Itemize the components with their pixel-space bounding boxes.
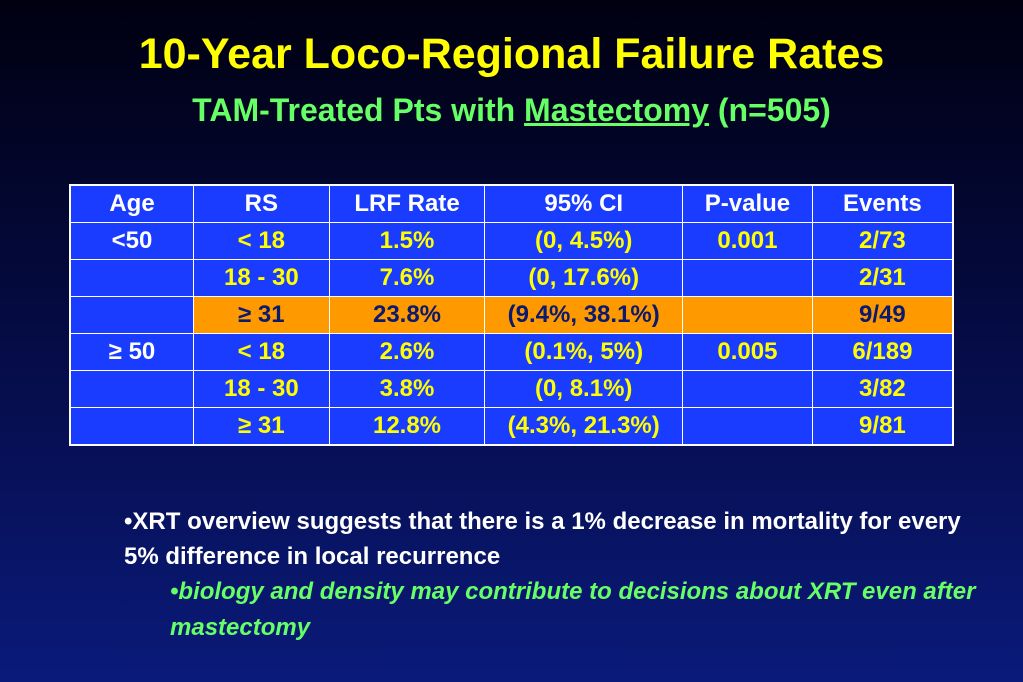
cell-age: <50 [69, 222, 195, 260]
cell-rs: 18 - 30 [193, 370, 330, 408]
subtitle-underlined: Mastectomy [524, 92, 709, 128]
cell-rs: ≥ 31 [193, 296, 330, 334]
slide-title: 10-Year Loco-Regional Failure Rates [138, 30, 885, 78]
header-rs: RS [193, 184, 330, 223]
cell-rs: 18 - 30 [193, 259, 330, 297]
cell-p [682, 259, 813, 297]
cell-age [69, 296, 195, 334]
cell-rs: ≥ 31 [193, 407, 330, 446]
cell-ci: (0, 4.5%) [484, 222, 684, 260]
cell-events: 9/81 [811, 407, 954, 446]
cell-p: 0.005 [682, 333, 813, 371]
cell-events: 2/31 [811, 259, 954, 297]
cell-lrf: 1.5% [328, 222, 486, 260]
header-events: Events [811, 184, 954, 223]
cell-age: ≥ 50 [69, 333, 195, 371]
table-row: 18 - 30 3.8% (0, 8.1%) 3/82 [69, 370, 954, 408]
table-header-row: Age RS LRF Rate 95% CI P-value Events [69, 184, 954, 223]
bullet-list: •XRT overview suggests that there is a 1… [124, 504, 994, 646]
cell-events: 6/189 [811, 333, 954, 371]
cell-age [69, 259, 195, 297]
cell-rs: < 18 [193, 333, 330, 371]
cell-ci: (0, 8.1%) [484, 370, 684, 408]
cell-p: 0.001 [682, 222, 813, 260]
subtitle-prefix: TAM-Treated Pts with [192, 92, 525, 128]
table-row: ≥ 50 < 18 2.6% (0.1%, 5%) 0.005 6/189 [69, 333, 954, 371]
cell-lrf: 3.8% [328, 370, 486, 408]
header-p-value: P-value [682, 184, 813, 223]
header-lrf-rate: LRF Rate [328, 184, 486, 223]
cell-age [69, 370, 195, 408]
bullet-main: •XRT overview suggests that there is a 1… [124, 508, 961, 570]
lrf-table: Age RS LRF Rate 95% CI P-value Events <5… [69, 184, 954, 446]
cell-p [682, 370, 813, 408]
cell-lrf: 7.6% [328, 259, 486, 297]
cell-events: 9/49 [811, 296, 954, 334]
table-row: ≥ 31 12.8% (4.3%, 21.3%) 9/81 [69, 407, 954, 446]
bullet-sub: •biology and density may contribute to d… [170, 578, 976, 641]
header-ci: 95% CI [484, 184, 684, 223]
header-age: Age [69, 184, 195, 223]
cell-ci: (9.4%, 38.1%) [484, 296, 684, 334]
cell-lrf: 2.6% [328, 333, 486, 371]
table-row-highlighted: ≥ 31 23.8% (9.4%, 38.1%) 9/49 [69, 296, 954, 334]
table-row: 18 - 30 7.6% (0, 17.6%) 2/31 [69, 259, 954, 297]
cell-p [682, 296, 813, 334]
slide-subtitle: TAM-Treated Pts with Mastectomy (n=505) [0, 92, 1023, 129]
table-row: <50 < 18 1.5% (0, 4.5%) 0.001 2/73 [69, 222, 954, 260]
cell-lrf: 23.8% [328, 296, 486, 334]
cell-age [69, 407, 195, 446]
cell-ci: (0, 17.6%) [484, 259, 684, 297]
cell-ci: (4.3%, 21.3%) [484, 407, 684, 446]
subtitle-suffix: (n=505) [709, 92, 831, 128]
cell-ci: (0.1%, 5%) [484, 333, 684, 371]
cell-p [682, 407, 813, 446]
cell-events: 3/82 [811, 370, 954, 408]
cell-rs: < 18 [193, 222, 330, 260]
cell-events: 2/73 [811, 222, 954, 260]
cell-lrf: 12.8% [328, 407, 486, 446]
